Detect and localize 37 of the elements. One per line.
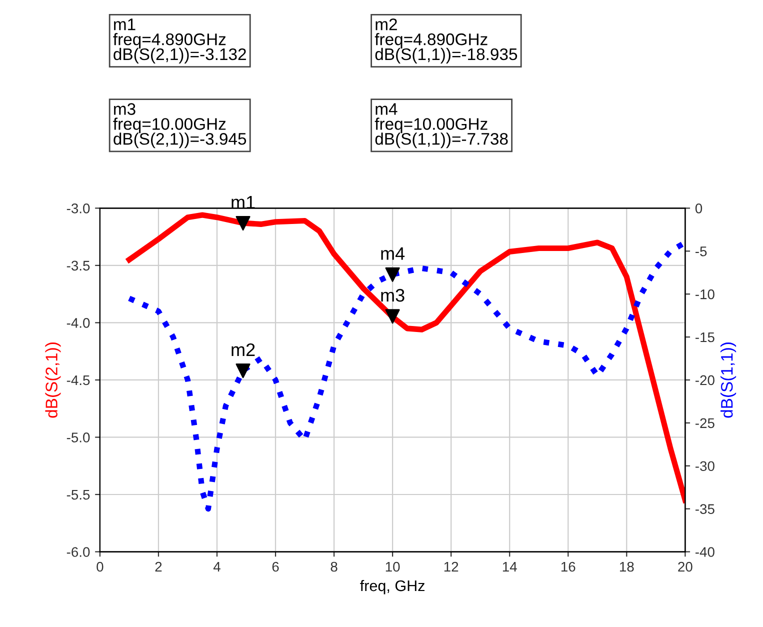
y-tick-label: -6.0 — [66, 547, 90, 557]
text: m3 freq=10.00GHz dB(S(2,1))=-3.945 — [113, 103, 246, 148]
x-tick-label: 16 — [561, 562, 576, 572]
x-tick-label: 6 — [272, 562, 279, 572]
y-tick-label: -4.0 — [66, 318, 90, 328]
y2-tick-label: -10 — [696, 289, 714, 300]
y2-tick-label: 0 — [695, 204, 702, 214]
annotation: m2 — [232, 343, 255, 356]
x-tick-label: 12 — [444, 562, 458, 572]
y2-tick-label: -30 — [696, 461, 714, 472]
x-tick-label: 18 — [620, 562, 634, 572]
x-tick-label: 0 — [96, 562, 104, 572]
y-tick-label: -5.0 — [66, 432, 90, 442]
text: m2 freq=4.890GHz dB(S(1,1))=-18.935 — [374, 18, 518, 64]
x-tick-label: 20 — [678, 562, 692, 572]
y-tick-label: -3.0 — [66, 204, 90, 214]
text: m4 freq=10.00GHz dB(S(1,1))=-7.738 — [374, 103, 508, 148]
y-tick-label: -4.5 — [66, 375, 90, 386]
y2-tick-label: -20 — [696, 375, 714, 386]
x-tick-label: 4 — [213, 562, 220, 572]
annotation: m4 — [381, 247, 405, 260]
x-tick-label: 2 — [155, 562, 162, 572]
y-tick-label: -5.5 — [66, 490, 90, 500]
y-axis-title: dB(S(2,1)) — [45, 342, 61, 418]
annotation: m3 — [381, 288, 404, 302]
y2-tick-label: -25 — [696, 418, 714, 428]
x-tick-label: 10 — [386, 562, 400, 572]
x-tick-label: 14 — [502, 562, 517, 572]
y2-tick-label: -40 — [696, 547, 714, 557]
text: m1 freq=4.890GHz dB(S(2,1))=-3.132 — [113, 18, 246, 64]
y2-tick-label: -35 — [696, 504, 714, 514]
y2-axis-title: dB(S(1,1)) — [720, 342, 736, 418]
y2-tick-label: -15 — [696, 332, 714, 342]
x-tick-label: 8 — [330, 562, 338, 572]
x-axis-title: freq, GHz — [360, 580, 424, 594]
y2-tick-label: -5 — [696, 246, 707, 256]
y-tick-label: -3.5 — [66, 260, 90, 271]
